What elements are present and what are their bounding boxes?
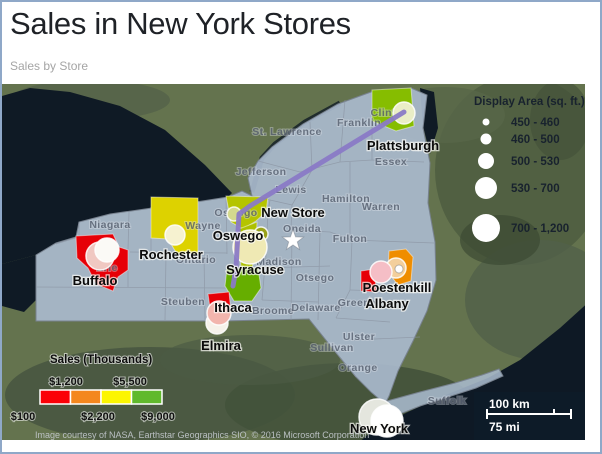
page-title: Sales in New York Stores: [10, 6, 351, 41]
route-line[interactable]: [230, 109, 407, 289]
county-label: Delaware: [291, 302, 340, 314]
bubble-albany-dot: [394, 264, 404, 274]
county-label: Madison: [256, 256, 301, 268]
size-legend-dot: [475, 177, 497, 199]
map-attribution: Image courtesy of NASA, Earthstar Geogra…: [35, 430, 369, 440]
county-label: Suffolk: [428, 395, 466, 407]
county-label: Ulster: [343, 331, 375, 343]
sales-legend-bottom-label: $2,200: [81, 411, 115, 423]
sales-ramp-green: [130, 389, 163, 405]
lake-erie: [2, 255, 36, 312]
store-label: New York: [350, 421, 409, 436]
display-area-legend-title: Display Area (sq. ft.): [474, 96, 585, 108]
store-label: Buffalo: [73, 273, 118, 288]
lake-ontario: [2, 88, 232, 264]
county-label: Essex: [375, 156, 407, 168]
county-label: Broome: [252, 305, 294, 317]
size-legend-label: 500 - 530: [511, 156, 560, 168]
bubble-syracuse[interactable]: [232, 229, 268, 265]
store-label: Oswego: [213, 228, 264, 243]
store-label: New Store: [261, 205, 325, 220]
sales-ramp-red: [39, 389, 72, 405]
sales-ramp-yellow: [100, 389, 133, 405]
atlantic-ocean: [361, 305, 585, 440]
size-legend-label: 450 - 460: [511, 117, 560, 129]
sales-legend-bottom-label: $100: [11, 411, 35, 423]
county-labels: St. Lawrence Franklin Clinton Essex Jeff…: [88, 106, 466, 408]
sales-legend-title: Sales (Thousands): [50, 354, 152, 366]
bubble-new-york[interactable]: [370, 404, 404, 438]
size-legend-dot: [482, 118, 490, 126]
county-label: Greene: [338, 297, 377, 309]
county-label: Franklin: [337, 117, 381, 129]
scale-mi-label: 75 mi: [489, 420, 520, 434]
sales-ramp-orange: [69, 389, 102, 405]
display-area-legend: Display Area (sq. ft.) 450 - 460 460 - 5…: [472, 96, 585, 242]
bubble-ithaca[interactable]: [206, 300, 232, 326]
sales-legend-top-label: $1,200: [49, 376, 83, 388]
county-label: Ontario: [176, 254, 216, 266]
county-label: Otsego: [296, 272, 335, 284]
county-label: Sullivan: [310, 342, 353, 354]
county-label: Wayne: [185, 220, 220, 232]
county-label: St. Lawrence: [252, 126, 322, 138]
store-label: Syracuse: [226, 262, 284, 277]
county-label: Fulton: [333, 233, 367, 245]
county-label: Hamilton: [322, 193, 370, 205]
map-visual[interactable]: St. Lawrence Franklin Clinton Essex Jeff…: [2, 84, 585, 440]
county-label: Jefferson: [236, 166, 287, 178]
county-label: Oneida: [283, 223, 321, 235]
size-legend-dot: [480, 133, 492, 145]
sales-legend: Sales (Thousands) $1,200 $5,500 $100 $2,…: [10, 353, 176, 424]
bubble-poestenkill[interactable]: [369, 260, 393, 284]
county-label: Orange: [338, 362, 377, 374]
scale-km-label: 100 km: [489, 397, 530, 411]
store-label: Elmira: [201, 338, 242, 353]
size-legend-dot: [472, 214, 500, 242]
bubble-rochester[interactable]: [164, 224, 186, 246]
size-legend-dot: [478, 153, 494, 169]
county-label: Steuben: [161, 296, 205, 308]
sales-legend-bottom-label: $9,000: [141, 411, 175, 423]
county-label: Niagara: [89, 219, 130, 231]
size-legend-label: 460 - 500: [511, 134, 560, 146]
map-scale: 100 km 75 mi: [474, 392, 585, 440]
store-label: Rochester: [139, 247, 203, 262]
new-store-star-icon[interactable]: [281, 227, 305, 251]
store-label: Poestenkill: [363, 280, 432, 295]
size-legend-label: 530 - 700: [511, 183, 560, 195]
visual-subtitle: Sales by Store: [10, 59, 89, 73]
map-canvas[interactable]: St. Lawrence Franklin Clinton Essex Jeff…: [2, 84, 585, 440]
store-label: Ithaca: [214, 300, 252, 315]
county-label: Warren: [362, 201, 400, 213]
store-labels: Plattsburgh New Store Oswego Rochester S…: [71, 137, 440, 438]
store-label: Plattsburgh: [367, 138, 439, 153]
bubble-buffalo-white[interactable]: [94, 237, 120, 263]
store-label: Albany: [365, 296, 409, 311]
store-bubbles: [85, 101, 416, 438]
sales-legend-top-label: $5,500: [113, 376, 147, 388]
size-legend-label: 700 - 1,200: [511, 223, 569, 235]
